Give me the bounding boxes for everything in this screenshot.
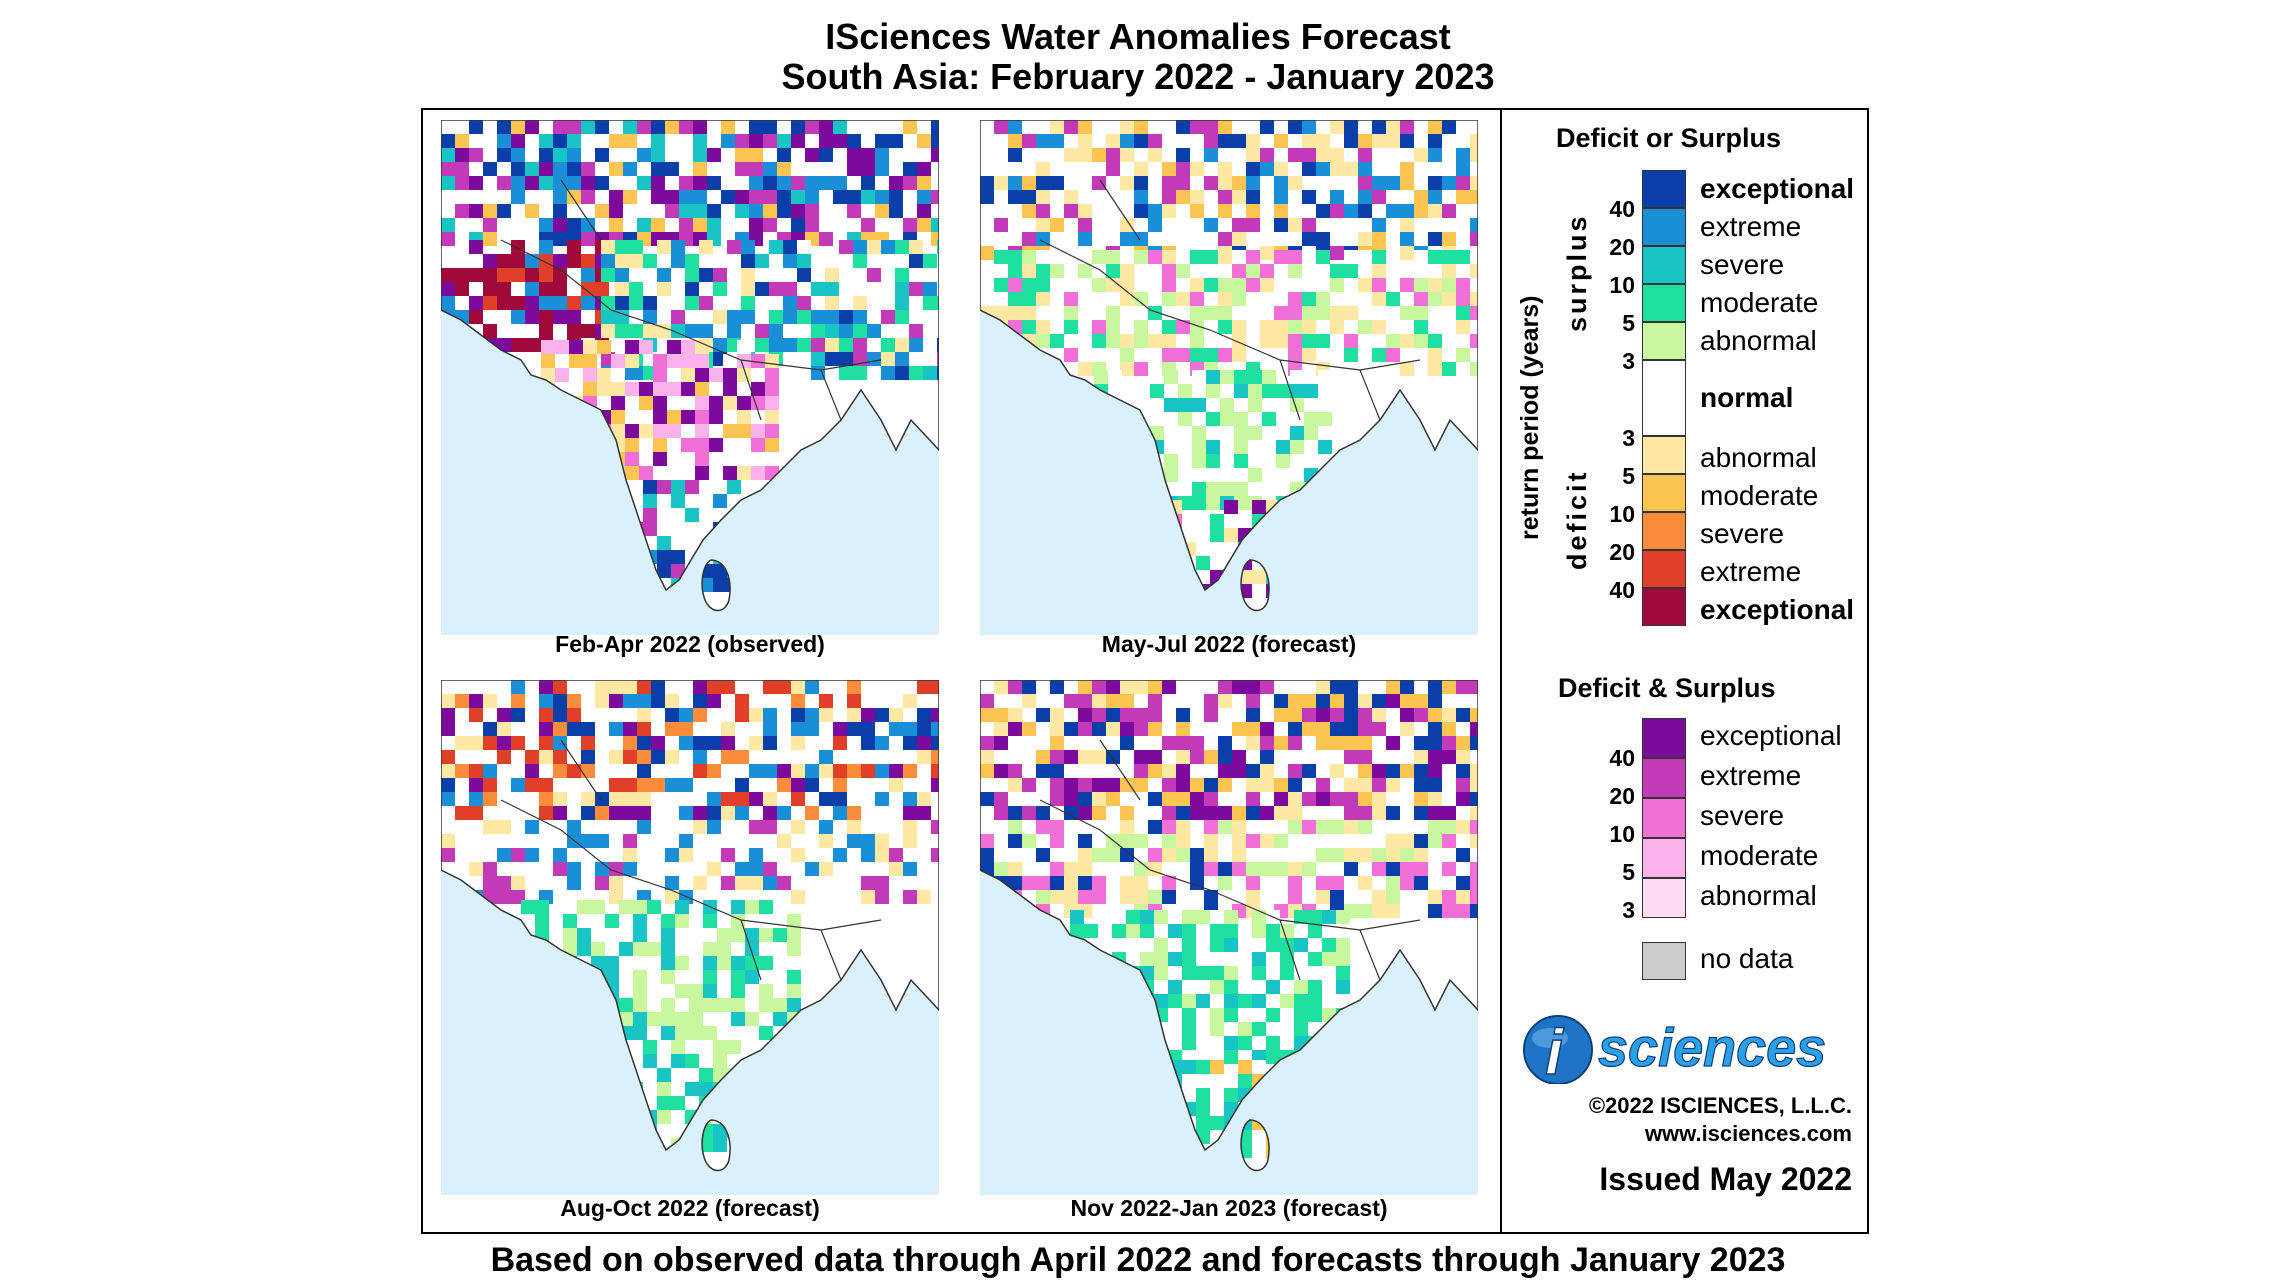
legend-swatch-surplus-extreme bbox=[1642, 208, 1686, 246]
legend-label-no-data: no data bbox=[1700, 943, 1794, 974]
legend-deficit-label: deficit bbox=[1562, 469, 1592, 570]
logo-letter: i bbox=[1545, 1016, 1564, 1084]
legend-swatch-deficit-extreme bbox=[1642, 550, 1686, 588]
legend-swatch-deficit-severe bbox=[1642, 512, 1686, 550]
legend-divider bbox=[1500, 108, 1502, 1234]
coastline bbox=[980, 120, 1478, 612]
legend-tick: 20 bbox=[1609, 539, 1635, 565]
map-panel-nov-jan bbox=[980, 680, 1478, 1195]
legend-title-deficit-surplus: Deficit or Surplus bbox=[1556, 123, 1782, 153]
legend-surplus-label: surplus bbox=[1562, 213, 1592, 332]
legend-label: abnormal bbox=[1700, 880, 1817, 911]
legend-label: moderate bbox=[1700, 840, 1819, 871]
legend-tick: 40 bbox=[1609, 196, 1635, 222]
legend-tick: 40 bbox=[1609, 745, 1635, 771]
legend-label: moderate bbox=[1700, 480, 1819, 511]
legend-label: severe bbox=[1700, 800, 1785, 831]
legend-tick: 5 bbox=[1622, 859, 1635, 885]
coastline bbox=[441, 680, 939, 1172]
legend-swatch-both-moderate bbox=[1642, 838, 1686, 878]
legend-title-deficit-and-surplus: Deficit & Surplus bbox=[1558, 673, 1776, 703]
logo-text: sciences bbox=[1598, 1018, 1826, 1078]
map-panel-aug-oct bbox=[441, 680, 939, 1195]
legend-label: severe bbox=[1700, 249, 1785, 280]
legend-label: moderate bbox=[1700, 287, 1819, 318]
legend-tick: 20 bbox=[1609, 783, 1635, 809]
isciences-logo: i sciences bbox=[1518, 1010, 1858, 1089]
legend-tick: 10 bbox=[1609, 501, 1635, 527]
legend-label: extreme bbox=[1700, 211, 1802, 242]
legend-swatch-no-data bbox=[1642, 942, 1686, 980]
country-borders bbox=[1039, 179, 1421, 421]
legend-swatch-surplus-severe bbox=[1642, 246, 1686, 284]
footer-note: Based on observed data through April 202… bbox=[490, 1241, 1786, 1279]
legend-swatch-deficit-abnormal bbox=[1642, 436, 1686, 474]
legend-tick: 10 bbox=[1609, 272, 1635, 298]
legend-swatch-both-extreme bbox=[1642, 758, 1686, 798]
legend-tick: 3 bbox=[1622, 425, 1635, 451]
country-borders bbox=[500, 739, 882, 981]
map-panel-feb-apr bbox=[441, 120, 939, 635]
legend-label-normal: normal bbox=[1700, 382, 1794, 413]
legend-label: abnormal bbox=[1700, 442, 1817, 473]
map-nov-jan bbox=[980, 680, 1478, 1195]
map-aug-oct bbox=[441, 680, 939, 1195]
panel-caption: Aug-Oct 2022 (forecast) bbox=[560, 1195, 820, 1221]
legend-axis-label: return period (years) bbox=[1516, 295, 1544, 540]
map-panel-may-jul bbox=[980, 120, 1478, 635]
legend-label: extreme bbox=[1700, 556, 1802, 587]
panel-caption: May-Jul 2022 (forecast) bbox=[1101, 631, 1357, 657]
country-borders bbox=[1039, 739, 1421, 981]
panel-caption: Feb-Apr 2022 (observed) bbox=[555, 631, 825, 657]
legend-swatch-deficit-moderate bbox=[1642, 474, 1686, 512]
legend-label: exceptional bbox=[1700, 720, 1842, 751]
figure-frame bbox=[421, 108, 1869, 1234]
legend-swatch-surplus-exceptional bbox=[1642, 170, 1686, 208]
map-feb-apr bbox=[441, 120, 939, 635]
legend-label: exceptional bbox=[1700, 594, 1855, 625]
legend-swatch-both-severe bbox=[1642, 798, 1686, 838]
legend-swatch-deficit-exceptional bbox=[1642, 588, 1686, 626]
legend-tick: 40 bbox=[1609, 577, 1635, 603]
legend-tick: 3 bbox=[1622, 348, 1635, 374]
legend-label: severe bbox=[1700, 518, 1785, 549]
website-text: www.isciences.com bbox=[1644, 1121, 1852, 1146]
map-title: ISciences Water Anomalies Forecast bbox=[825, 16, 1451, 57]
legend-swatch-both-exceptional bbox=[1642, 718, 1686, 758]
legend-swatch-normal bbox=[1642, 360, 1686, 436]
legend-swatch-surplus-abnormal bbox=[1642, 322, 1686, 360]
legend-label: extreme bbox=[1700, 760, 1802, 791]
country-borders bbox=[500, 179, 882, 421]
map-subtitle: South Asia: February 2022 - January 2023 bbox=[781, 56, 1495, 97]
legend-label: abnormal bbox=[1700, 325, 1817, 356]
copyright-text: ©2022 ISCIENCES, L.L.C. bbox=[1588, 1093, 1852, 1118]
legend-tick: 5 bbox=[1622, 310, 1635, 336]
legend-swatch-both-abnormal bbox=[1642, 878, 1686, 918]
legend-label: exceptional bbox=[1700, 173, 1855, 204]
panel-caption: Nov 2022-Jan 2023 (forecast) bbox=[1070, 1195, 1388, 1221]
legend-tick: 3 bbox=[1622, 897, 1635, 923]
issued-date: Issued May 2022 bbox=[1599, 1161, 1852, 1197]
coastline bbox=[441, 120, 939, 612]
legend-tick: 20 bbox=[1609, 234, 1635, 260]
coastline bbox=[980, 680, 1478, 1172]
legend-tick: 10 bbox=[1609, 821, 1635, 847]
legend-swatch-surplus-moderate bbox=[1642, 284, 1686, 322]
legend-tick: 5 bbox=[1622, 463, 1635, 489]
map-may-jul bbox=[980, 120, 1478, 635]
